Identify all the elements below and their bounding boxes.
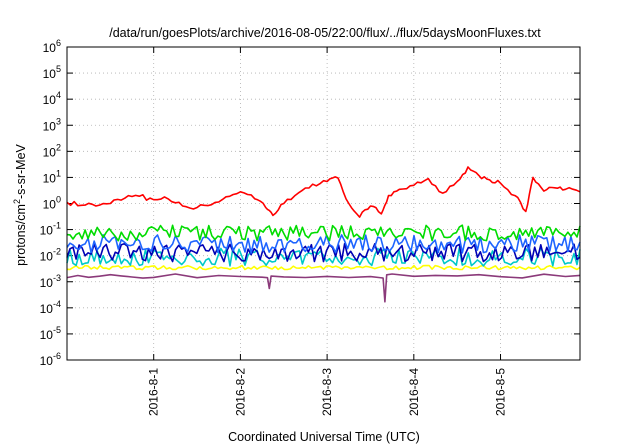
y-tick-label-base: 10 xyxy=(43,198,57,212)
y-axis-label-suffix: -s-sr-MeV xyxy=(14,143,28,199)
y-tick-label-base: 10 xyxy=(40,328,54,342)
y-tick-label-base: 10 xyxy=(40,302,54,316)
x-axis-ticks: 2016-8-1 2016-8-2 2016-8-3 2016-8-4 2016-8-5 xyxy=(147,47,508,416)
series-line-6 xyxy=(66,224,581,242)
y-tick-label-exponent: -5 xyxy=(53,325,61,335)
series-line-7 xyxy=(66,166,581,218)
x-axis-label: Coordinated Universal Time (UTC) xyxy=(228,430,420,444)
y-tick-label-base: 10 xyxy=(40,354,54,368)
x-tick-label: 2016-8-1 xyxy=(147,368,161,416)
x-tick-label: 2016-8-5 xyxy=(494,368,508,416)
y-tick-label-exponent: 3 xyxy=(56,116,61,126)
chart-title: /data/run/goesPlots/archive/2016-08-05/2… xyxy=(109,26,541,40)
y-tick-label: 10-5 xyxy=(40,325,61,342)
y-tick-label-base: 10 xyxy=(43,119,57,133)
y-axis-label-superscript: 2 xyxy=(12,199,22,204)
y-axis-label: protons/cm2-s-sr-MeV xyxy=(12,143,28,265)
y-tick-label-exponent: 2 xyxy=(56,142,61,152)
y-tick-label: 101 xyxy=(43,168,61,185)
plot-frame xyxy=(66,46,581,361)
series-line-2 xyxy=(66,264,581,271)
y-tick-label-base: 10 xyxy=(40,224,54,238)
y-tick-label: 100 xyxy=(43,195,61,212)
series-line-1 xyxy=(66,273,581,303)
y-tick-label: 10-3 xyxy=(40,273,61,290)
y-tick-label: 10-6 xyxy=(40,351,61,368)
y-tick-label-base: 10 xyxy=(40,250,54,264)
y-tick-label-exponent: -3 xyxy=(53,273,61,283)
y-tick-label: 103 xyxy=(43,116,61,133)
y-tick-label: 104 xyxy=(43,90,61,107)
y-axis-label-prefix: protons/cm xyxy=(14,204,28,266)
x-tick-label: 2016-8-2 xyxy=(233,368,247,416)
y-tick-label: 10-4 xyxy=(40,299,61,316)
y-tick-label-exponent: 6 xyxy=(56,38,61,48)
series-line-4 xyxy=(66,242,581,263)
y-tick-label-exponent: 0 xyxy=(56,195,61,205)
y-tick-label-exponent: -4 xyxy=(53,299,61,309)
y-tick-label-exponent: -6 xyxy=(53,351,61,361)
y-tick-label-base: 10 xyxy=(43,171,57,185)
y-tick-label: 10-2 xyxy=(40,247,61,264)
y-tick-label: 105 xyxy=(43,64,61,81)
y-tick-label: 106 xyxy=(43,38,61,55)
y-tick-label-exponent: -1 xyxy=(53,221,61,231)
y-tick-label: 102 xyxy=(43,142,61,159)
x-tick-label: 2016-8-4 xyxy=(407,368,421,416)
y-tick-label-base: 10 xyxy=(43,41,57,55)
x-tick-label: 2016-8-3 xyxy=(320,368,334,416)
y-tick-label-exponent: 1 xyxy=(56,168,61,178)
svg-text:protons/cm2-s-sr-MeV: protons/cm2-s-sr-MeV xyxy=(12,143,28,265)
y-tick-label-exponent: 4 xyxy=(56,90,61,100)
y-tick-label-base: 10 xyxy=(43,93,57,107)
y-tick-label: 10-1 xyxy=(40,221,61,238)
y-tick-label-exponent: -2 xyxy=(53,247,61,257)
y-tick-label-base: 10 xyxy=(43,145,57,159)
y-tick-label-exponent: 5 xyxy=(56,64,61,74)
y-tick-label-base: 10 xyxy=(43,67,57,81)
y-tick-label-base: 10 xyxy=(40,276,54,290)
data-series xyxy=(66,166,581,303)
series-line-5 xyxy=(66,234,581,254)
